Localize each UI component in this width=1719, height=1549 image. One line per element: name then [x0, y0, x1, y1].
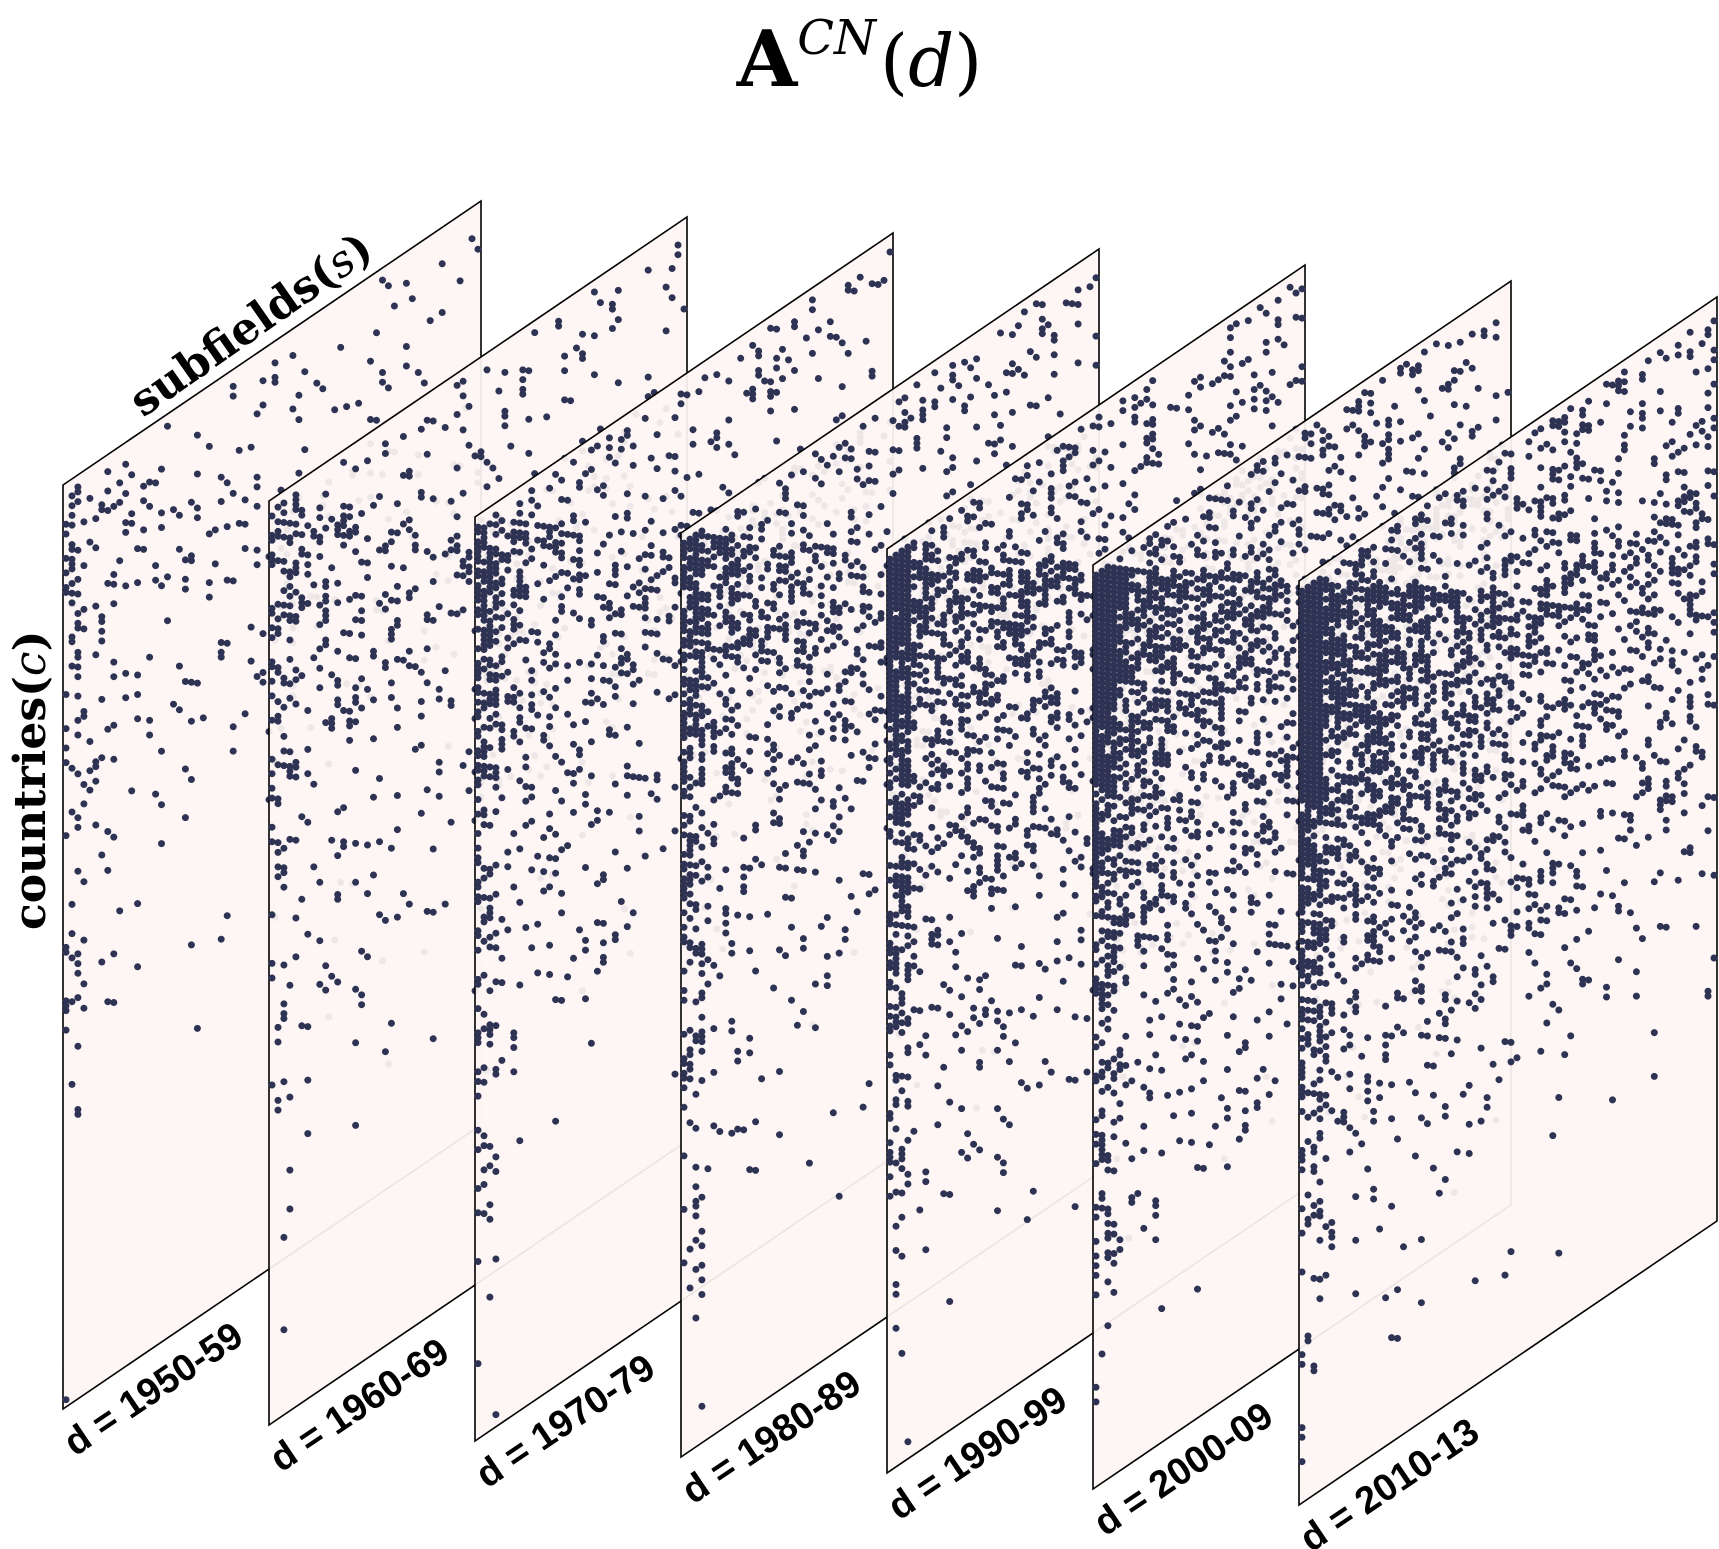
- panels-layer: [62, 199, 1718, 1507]
- title-symbol: A: [736, 14, 798, 105]
- matrix-entries: [62, 235, 482, 1404]
- title-superscript: CN: [797, 10, 876, 66]
- matrix-entries: [1298, 317, 1718, 1466]
- countries-axis-label: countries(c): [5, 631, 56, 930]
- figure-title: ACN(d): [0, 0, 1719, 120]
- title-argument-var: d: [908, 19, 955, 103]
- panel-6: [1298, 295, 1718, 1507]
- title-argument: (d): [879, 19, 983, 103]
